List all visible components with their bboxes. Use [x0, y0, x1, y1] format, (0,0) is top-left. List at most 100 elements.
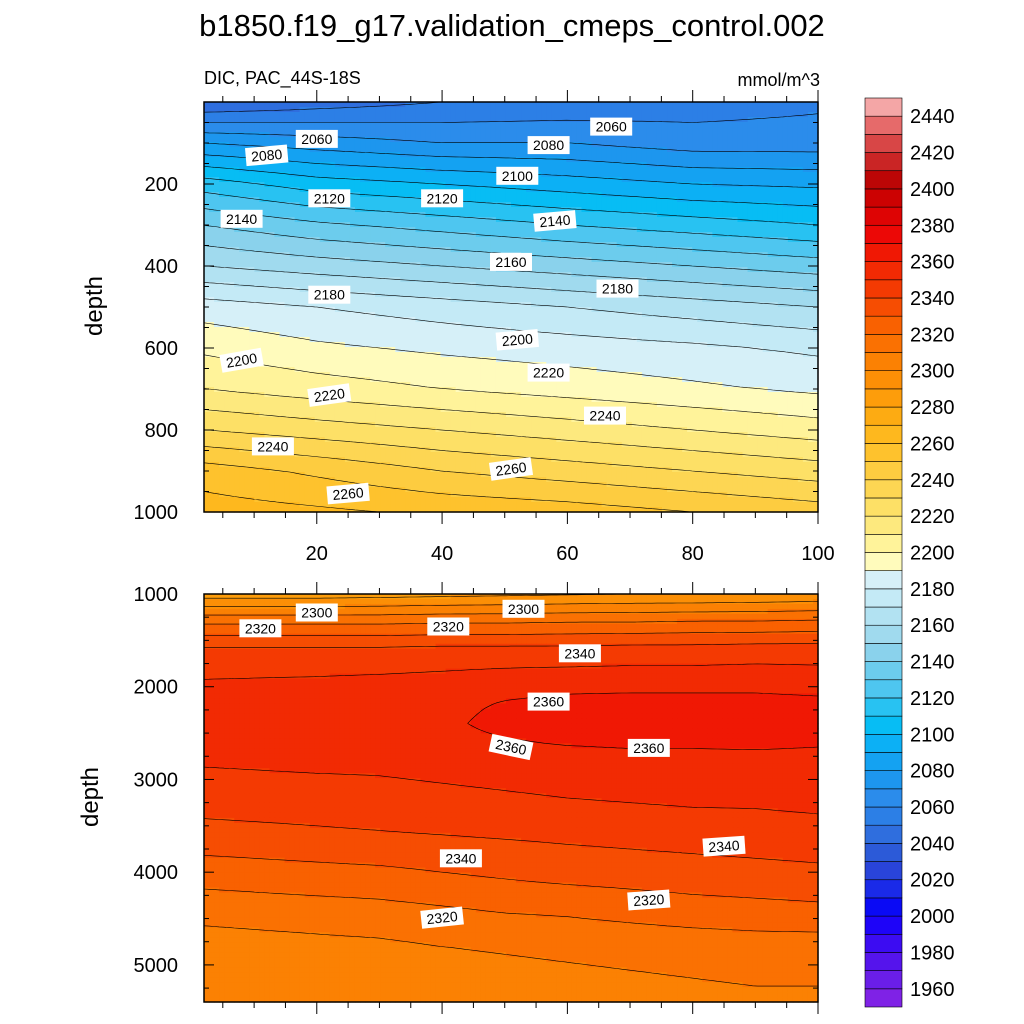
field-cell — [807, 262, 814, 268]
field-cell — [661, 217, 668, 223]
field-cell — [415, 292, 422, 298]
field-cell — [677, 227, 683, 233]
field-cell — [420, 182, 427, 188]
field-cell — [465, 272, 472, 278]
field-cell — [762, 142, 769, 148]
field-cell — [621, 257, 628, 263]
field-cell — [400, 282, 406, 288]
field-cell — [334, 122, 341, 128]
field-cell — [667, 197, 673, 203]
field-cell — [787, 147, 794, 153]
field-cell — [727, 202, 734, 208]
field-cell — [375, 257, 381, 263]
field-cell — [581, 162, 588, 168]
field-cell — [349, 177, 356, 183]
field-cell — [239, 267, 245, 273]
field-cell — [742, 237, 749, 243]
field-cell — [214, 222, 220, 228]
field-cell — [229, 102, 235, 108]
field-cell — [667, 267, 673, 273]
field-cell — [757, 302, 764, 308]
field-cell — [576, 187, 583, 193]
field-cell — [214, 172, 220, 178]
field-cell — [712, 297, 718, 303]
field-cell — [782, 197, 789, 203]
field-cell — [717, 132, 723, 138]
field-cell — [667, 297, 673, 303]
field-cell — [309, 237, 316, 243]
field-cell — [334, 237, 341, 243]
field-cell — [219, 102, 225, 108]
field-cell — [289, 262, 296, 268]
field-cell — [732, 277, 739, 283]
field-cell — [777, 287, 784, 293]
field-cell — [561, 237, 567, 243]
field-cell — [586, 292, 593, 298]
field-cell — [782, 282, 789, 288]
field-cell — [732, 292, 739, 298]
field-cell — [677, 272, 683, 278]
field-cell — [772, 212, 779, 218]
field-cell — [571, 127, 578, 133]
field-cell — [304, 267, 311, 273]
field-cell — [677, 142, 683, 148]
field-cell — [385, 252, 391, 258]
field-cell — [214, 167, 220, 173]
field-cell — [762, 202, 769, 208]
field-cell — [284, 272, 291, 278]
field-cell — [279, 217, 286, 223]
field-cell — [410, 262, 416, 268]
field-cell — [631, 232, 638, 238]
field-cell — [390, 202, 396, 208]
field-cell — [762, 267, 769, 273]
field-cell — [606, 152, 613, 158]
field-cell — [314, 207, 321, 213]
field-cell — [319, 267, 326, 273]
field-cell — [737, 172, 744, 178]
field-cell — [329, 147, 336, 153]
field-cell — [349, 167, 356, 173]
field-cell — [601, 142, 608, 148]
field-cell — [536, 182, 542, 188]
field-cell — [536, 162, 542, 168]
field-cell — [777, 157, 784, 163]
field-cell — [566, 252, 572, 258]
field-cell — [762, 272, 769, 278]
field-cell — [561, 262, 567, 268]
field-cell — [571, 262, 578, 268]
field-cell — [576, 212, 583, 218]
field-cell — [747, 237, 754, 243]
field-cell — [410, 232, 416, 238]
field-cell — [511, 147, 517, 153]
field-cell — [682, 177, 688, 183]
field-cell — [385, 142, 391, 148]
field-cell — [445, 102, 452, 108]
field-cell — [717, 147, 723, 153]
field-cell — [581, 132, 588, 138]
field-cell — [500, 102, 507, 108]
field-cell — [229, 107, 235, 113]
field-cell — [440, 252, 447, 258]
field-cell — [697, 182, 703, 188]
field-cell — [279, 292, 286, 298]
field-cell — [339, 252, 346, 258]
field-cell — [621, 152, 628, 158]
field-cell — [737, 267, 744, 273]
field-cell — [314, 247, 321, 253]
field-cell — [702, 172, 708, 178]
field-cell — [531, 247, 537, 253]
field-cell — [244, 142, 250, 148]
field-cell — [365, 162, 371, 168]
field-cell — [219, 182, 225, 188]
field-cell — [385, 222, 391, 228]
field-cell — [757, 137, 764, 143]
field-cell — [561, 297, 567, 303]
field-cell — [792, 257, 799, 263]
field-cell — [274, 117, 281, 123]
field-cell — [375, 127, 381, 133]
field-cell — [571, 102, 578, 108]
field-cell — [586, 217, 593, 223]
field-cell — [435, 117, 442, 123]
field-cell — [395, 142, 401, 148]
field-cell — [767, 167, 774, 173]
